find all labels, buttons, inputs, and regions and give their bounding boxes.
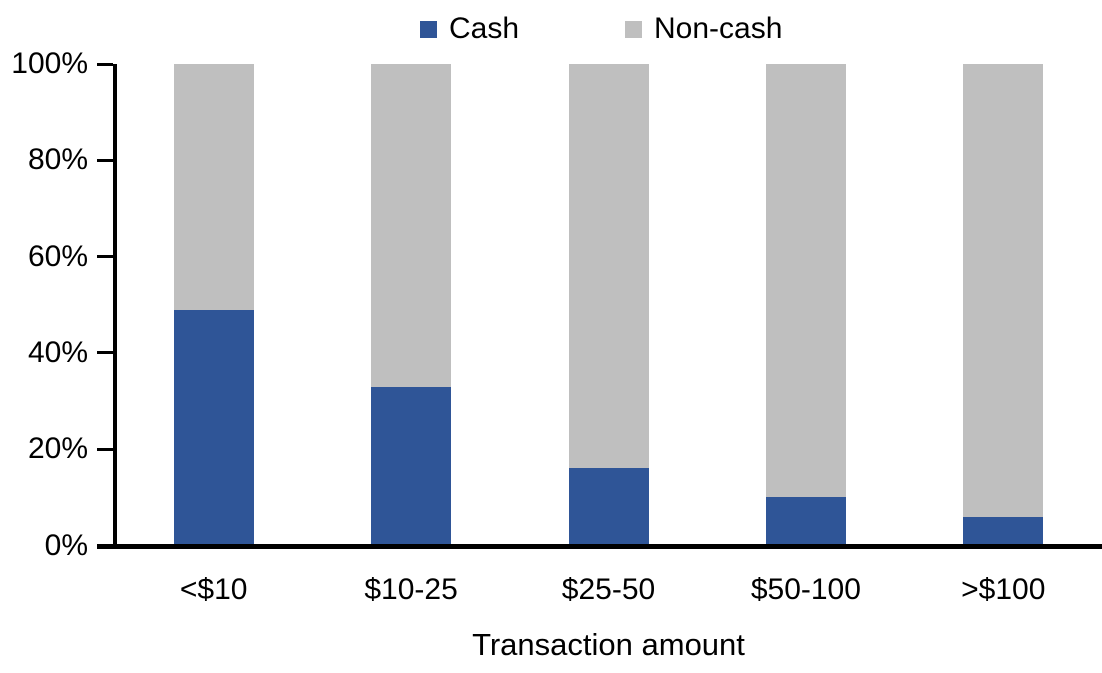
bar-segment-cash-2 <box>568 468 649 546</box>
y-tick-label: 40% <box>27 335 88 369</box>
bar-segment-non-cash-0 <box>173 64 254 310</box>
bar-segment-non-cash-1 <box>371 64 452 387</box>
y-axis-tick <box>97 255 113 259</box>
bar-segment-cash-0 <box>173 309 254 546</box>
y-axis-line <box>113 64 117 548</box>
y-tick-label: 80% <box>27 143 88 177</box>
y-axis-tick <box>97 62 113 66</box>
x-tick-label: $50-100 <box>750 573 861 606</box>
legend-label: Cash <box>449 12 520 45</box>
legend-item-cash: Cash <box>420 12 519 46</box>
x-tick-label: <$10 <box>179 573 248 606</box>
bar-segment-cash-1 <box>371 386 452 546</box>
legend-label: Non-cash <box>654 12 783 45</box>
bar-segment-cash-3 <box>765 497 846 546</box>
legend-swatch-non-cash-icon <box>625 20 642 38</box>
x-tick-label: $10-25 <box>364 573 458 606</box>
bar-segment-non-cash-3 <box>765 64 846 498</box>
y-axis-tick <box>97 351 113 355</box>
y-tick-label: 0% <box>44 528 88 562</box>
legend-item-non-cash: Non-cash <box>625 12 782 46</box>
y-axis-tick <box>97 158 113 162</box>
bar-segment-non-cash-2 <box>568 64 649 469</box>
x-tick-label: $25-50 <box>561 573 656 606</box>
bar-segment-cash-4 <box>963 516 1044 546</box>
bar-segment-non-cash-4 <box>963 64 1044 517</box>
y-tick-label: 100% <box>11 47 88 80</box>
x-axis-line <box>97 544 1102 549</box>
y-tick-label: 60% <box>27 239 88 273</box>
y-tick-label: 20% <box>27 432 88 466</box>
legend-swatch-cash-icon <box>420 20 437 38</box>
x-axis-title: Transaction amount <box>472 627 745 662</box>
y-axis-tick <box>97 447 113 451</box>
x-tick-label: >$100 <box>961 573 1046 606</box>
